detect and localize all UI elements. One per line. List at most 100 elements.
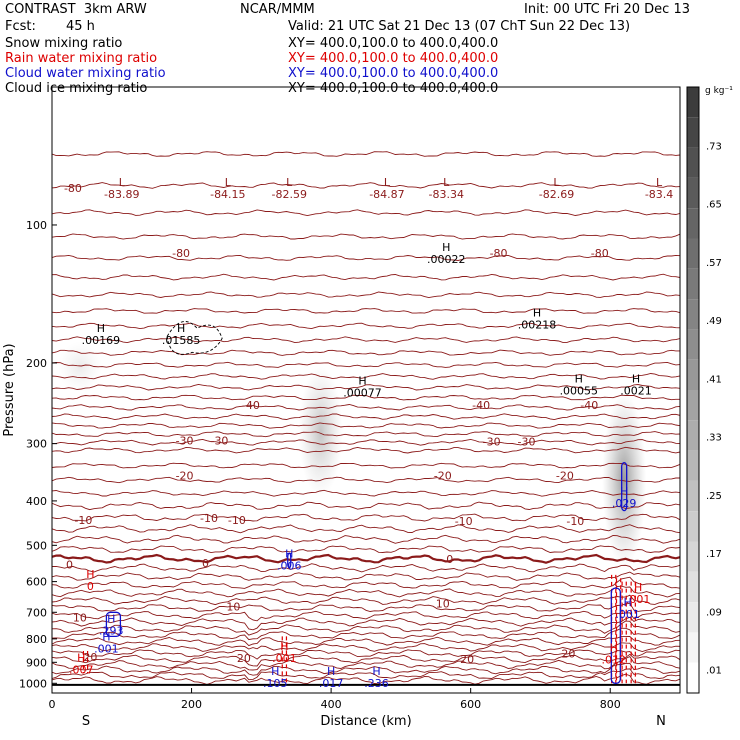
rain-contour (82, 650, 89, 674)
temperature-contour (52, 576, 680, 589)
temperature-contour (52, 524, 680, 534)
temperature-contour (52, 254, 680, 261)
extremum-value: .01585 (162, 334, 201, 347)
extremum-marker: H (285, 548, 293, 561)
temperature-contour (52, 594, 680, 606)
temperature-contour (52, 571, 680, 581)
y-tick-label: 400 (26, 495, 47, 508)
temperature-contour (52, 642, 680, 652)
x-tick-label: 400 (321, 698, 342, 711)
extremum-value: .007 (69, 663, 94, 676)
temperature-contour (52, 563, 680, 573)
temperature-label: 20 (460, 653, 474, 666)
temperature-label: 0 (202, 557, 209, 570)
colorbar-label: .73 (706, 141, 722, 152)
temperature-label: -80 (591, 247, 609, 260)
extremum-value: .001 (615, 608, 640, 621)
colorbar-swatch (687, 662, 699, 693)
temperature-label: -80 (490, 247, 508, 260)
extremum-marker: H (632, 373, 640, 386)
y-tick-label: 900 (26, 656, 47, 669)
temperature-contour (52, 336, 680, 344)
colorbar-swatch (687, 147, 699, 178)
temperature-label: -30 (483, 436, 501, 449)
extremum-value: .00055 (560, 385, 599, 398)
temperature-label: -10 (455, 515, 473, 528)
extremum-marker: L (119, 176, 126, 189)
colorbar-swatch (687, 541, 699, 572)
model-name: CONTRAST 3km ARW (5, 2, 147, 17)
temperature-contour (52, 404, 680, 411)
extremum-marker: H (575, 373, 583, 386)
temperature-label: -20 (434, 469, 452, 482)
extremum-value: .001 (272, 652, 297, 665)
extremum-value: .00218 (518, 319, 557, 332)
temperature-contour (52, 413, 680, 421)
temperature-contour (52, 602, 680, 612)
extremum-marker: H (271, 665, 279, 678)
temperature-label: 20 (237, 652, 251, 665)
temperature-contour (52, 610, 680, 622)
extremum-marker: L (553, 176, 560, 189)
temperature-contour (52, 553, 680, 564)
colorbar-label: .57 (706, 258, 722, 269)
temperature-contour (52, 422, 680, 429)
legend-cloud-ice-xy: XY= 400.0,100.0 to 400.0,400.0 (288, 81, 499, 96)
extremum-marker: H (327, 665, 335, 678)
colorbar-frame (686, 86, 700, 694)
colorbar-swatch (687, 268, 699, 300)
extremum-marker: H (86, 568, 94, 581)
colorbar-label: .41 (706, 374, 722, 385)
colorbar-label: .49 (706, 316, 722, 327)
cloud-water-contour (621, 461, 628, 512)
cloud-ice-shade (57, 341, 102, 393)
colorbar-swatch (687, 632, 699, 663)
temperature-contour (52, 308, 680, 314)
extremum-marker: H (97, 322, 105, 335)
temperature-contour (52, 636, 680, 647)
temperature-label: 20 (83, 651, 97, 664)
temperature-label: -10 (200, 512, 218, 525)
forecast-label: Fcst: (5, 19, 36, 34)
extremum-value: .006 (277, 560, 302, 573)
extremum-value: .293 (99, 625, 124, 638)
colorbar-swatch (687, 450, 699, 481)
colorbar-swatch (687, 602, 699, 633)
rain-contour (281, 636, 288, 684)
extremum-value: .017 (319, 677, 344, 690)
extremum-marker: H (77, 651, 85, 664)
extremum-value: .00077 (343, 386, 382, 399)
temperature-contour (52, 322, 680, 330)
legend-cloud-water: Cloud water mixing ratio (5, 66, 166, 81)
organization: NCAR/MMM (240, 2, 315, 17)
temperature-label: 0 (446, 553, 453, 566)
extremum-value: .00169 (82, 334, 121, 347)
temperature-contour (52, 438, 680, 446)
extremum-value: .00022 (427, 253, 466, 266)
temperature-contour (52, 383, 680, 391)
temperature-contour (52, 649, 680, 660)
rain-contour (621, 581, 627, 684)
colorbar-label: .01 (706, 666, 722, 677)
north-end-label: N (656, 714, 666, 729)
extremum-value: .001 (94, 643, 119, 656)
y-tick-label: 1000 (19, 677, 47, 690)
y-tick-label: 700 (26, 606, 47, 619)
extremum-value: -84.87 (369, 188, 404, 201)
temperature-contour (52, 662, 680, 676)
temperature-label: -40 (242, 399, 260, 412)
extremum-value: -83.4 (645, 188, 673, 201)
temperature-contour (52, 462, 680, 469)
extremum-marker: H (610, 641, 618, 654)
extremum-marker: H (620, 485, 628, 498)
temperature-label: -10 (74, 514, 92, 527)
temperature-contour (52, 585, 680, 598)
colorbar-swatch (687, 87, 699, 118)
y-tick-label: 300 (26, 438, 47, 451)
colorbar-label: .65 (706, 200, 722, 211)
temperature-label: 10 (226, 601, 240, 614)
plot-frame (51, 86, 681, 694)
rain-contour (630, 581, 636, 684)
extremum-marker: L (286, 176, 293, 189)
colorbar-swatch (687, 390, 699, 421)
